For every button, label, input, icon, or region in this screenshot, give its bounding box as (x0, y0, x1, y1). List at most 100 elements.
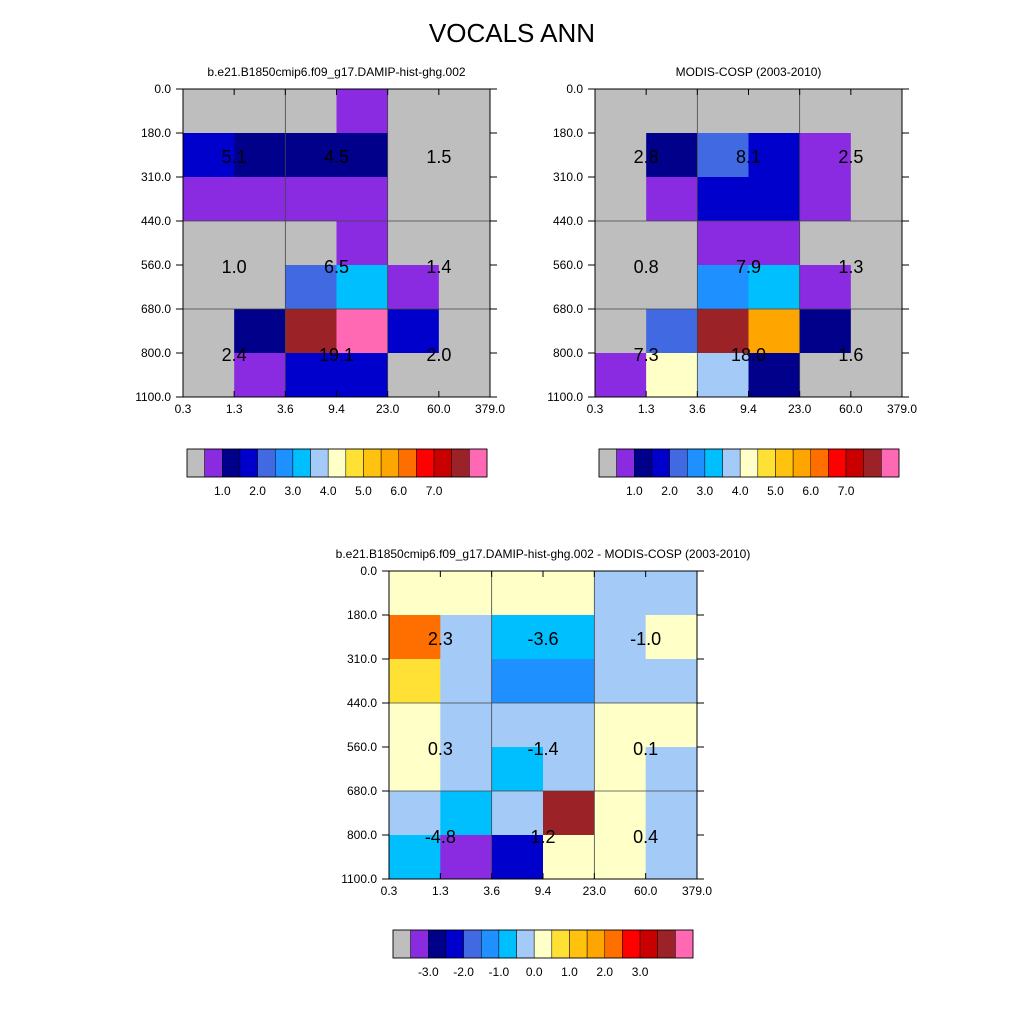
heatmap-cell (697, 177, 749, 222)
heatmap-cell (234, 309, 286, 354)
heatmap-cell (748, 265, 800, 310)
heatmap-cell (387, 133, 440, 178)
heatmap-cell (645, 703, 698, 748)
colorbar-label: 2.0 (596, 965, 613, 979)
cell-value-label: -1.4 (527, 739, 558, 759)
cell-value-label: 7.9 (736, 257, 761, 277)
figure-title: VOCALS ANN (428, 18, 596, 48)
heatmap-cell (543, 747, 595, 792)
heatmap-cell (336, 353, 388, 398)
x-tick-label: 1.3 (226, 402, 243, 416)
heatmap-cell (645, 659, 698, 704)
colorbar-swatch (463, 929, 482, 959)
heatmap-cell (594, 791, 646, 836)
heatmap-cell (543, 791, 595, 836)
colorbar-swatch (828, 448, 847, 478)
heatmap-cell (389, 835, 441, 880)
cell-value-label: 4.5 (324, 147, 349, 167)
heatmap-cell (440, 703, 492, 748)
colorbar-swatch (310, 448, 329, 478)
colorbar-swatch (204, 448, 223, 478)
cell-value-label: 0.8 (634, 257, 659, 277)
heatmap-cell (595, 89, 647, 134)
heatmap-cell (799, 309, 852, 354)
heatmap-cell (594, 659, 646, 704)
heatmap-cell (234, 133, 286, 178)
colorbar-label: 5.0 (355, 484, 372, 498)
colorbar-swatch (380, 448, 400, 478)
y-tick-label: 310.0 (141, 170, 171, 184)
heatmap-cell (438, 221, 491, 266)
colorbar-swatch (327, 448, 347, 478)
cell-value-label: -1.0 (630, 629, 661, 649)
colorbar-swatch (604, 929, 623, 959)
y-tick-label: 440.0 (553, 214, 583, 228)
x-tick-label: 9.4 (328, 402, 345, 416)
heatmap-cell (646, 177, 698, 222)
x-tick-label: 379.0 (682, 884, 712, 898)
heatmap-cell (697, 309, 749, 354)
cell-value-label: 1.0 (222, 257, 247, 277)
heatmap-cell (850, 133, 903, 178)
heatmap-cell (440, 615, 492, 660)
heatmap-cell (646, 133, 698, 178)
x-tick-label: 60.0 (634, 884, 658, 898)
colorbar-swatch (686, 448, 706, 478)
heatmap-cell (285, 309, 337, 354)
panel-3: b.e21.B1850cmip6.f09_g17.DAMIP-hist-ghg.… (336, 547, 751, 979)
heatmap-cell (183, 309, 235, 354)
heatmap-cell (183, 353, 235, 398)
cell-value-label: 1.2 (530, 827, 555, 847)
colorbar-label: 5.0 (767, 484, 784, 498)
colorbar-swatch (428, 929, 447, 959)
heatmap-cell (645, 835, 698, 880)
colorbar-swatch (739, 448, 759, 478)
heatmap-cell (183, 265, 235, 310)
cell-value-label: 2.8 (634, 147, 659, 167)
x-tick-label: 0.3 (587, 402, 604, 416)
heatmap-cell (799, 133, 852, 178)
colorbar-swatch (533, 929, 553, 959)
y-tick-label: 0.0 (154, 82, 171, 96)
cell-value-label: 8.1 (736, 147, 761, 167)
heatmap-cell (234, 177, 286, 222)
x-tick-label: 3.6 (689, 402, 706, 416)
colorbar-swatch (675, 929, 694, 959)
cell-value-label: -3.6 (527, 629, 558, 649)
heatmap-cell (748, 221, 800, 266)
colorbar-swatch (222, 448, 241, 478)
heatmap-cell (595, 177, 647, 222)
heatmap-cell (850, 353, 903, 398)
cell-value-label: 5.1 (222, 147, 247, 167)
y-tick-label: 310.0 (553, 170, 583, 184)
heatmap-cell (850, 221, 903, 266)
heatmap-cell (850, 89, 903, 134)
panel-2: MODIS-COSP (2003-2010) 0.3 1.3 3.6 9.4 23.0 60… (547, 65, 917, 498)
heatmap-cell (336, 177, 388, 222)
colorbar-swatch (639, 929, 658, 959)
heatmap-cell (799, 265, 852, 310)
colorbar-swatch (392, 929, 411, 959)
y-tick-label: 440.0 (347, 696, 377, 710)
colorbar-swatch (845, 448, 864, 478)
colorbar-swatch (274, 448, 294, 478)
heatmap-cell (748, 353, 800, 398)
colorbar-label: 2.0 (249, 484, 266, 498)
panel-title: b.e21.B1850cmip6.f09_g17.DAMIP-hist-ghg.… (207, 65, 465, 79)
x-tick-label: 379.0 (887, 402, 917, 416)
y-tick-label: 180.0 (141, 126, 171, 140)
cell-value-label: 0.3 (428, 739, 453, 759)
colorbar-label: 4.0 (732, 484, 749, 498)
y-tick-label: 0.0 (360, 564, 377, 578)
colorbar-swatch (704, 448, 723, 478)
heatmap-cell (183, 177, 235, 222)
y-tick-label: 800.0 (553, 346, 583, 360)
colorbar-swatch (451, 448, 470, 478)
cell-value-label: 7.3 (634, 345, 659, 365)
heatmap-cell (697, 89, 749, 134)
heatmap-cell (645, 791, 698, 836)
heatmap-cell (850, 177, 903, 222)
heatmap-cell (645, 615, 698, 660)
heatmap-cell (234, 265, 286, 310)
